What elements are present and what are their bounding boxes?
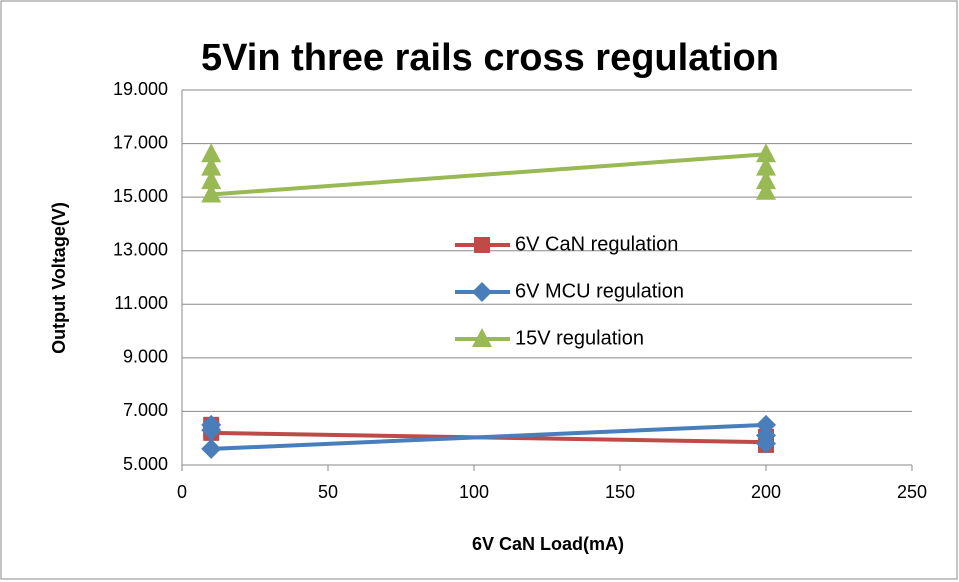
- legend-marker: [472, 282, 492, 302]
- y-tick-label: 19.000: [113, 79, 168, 99]
- x-tick-label: 100: [459, 482, 489, 502]
- data-point: [201, 183, 222, 203]
- y-tick-label: 9.000: [123, 347, 168, 367]
- data-point: [756, 143, 776, 163]
- data-point: [201, 420, 222, 441]
- y-tick-label: 5.000: [123, 454, 168, 474]
- legend-marker: [474, 237, 490, 253]
- x-tick-label: 50: [318, 482, 338, 502]
- data-point: [756, 156, 776, 176]
- x-tick-label: 150: [605, 482, 635, 502]
- y-axis-label: Output Voltage(V): [49, 202, 69, 354]
- y-tick-label: 17.000: [113, 132, 168, 152]
- y-tick-label: 7.000: [123, 400, 168, 420]
- x-tick-label: 0: [177, 482, 187, 502]
- data-point: [201, 438, 222, 459]
- data-point: [756, 433, 776, 454]
- data-point: [201, 156, 222, 176]
- x-tick-label: 200: [751, 482, 781, 502]
- y-tick-label: 11.000: [114, 293, 168, 313]
- data-point: [756, 170, 776, 190]
- x-axis-label: 6V CaN Load(mA): [472, 534, 624, 554]
- data-point: [756, 414, 776, 435]
- chart-title: 5Vin three rails cross regulation: [201, 37, 779, 79]
- y-tick-label: 15.000: [113, 186, 168, 206]
- legend-label: 6V CaN regulation: [515, 233, 678, 255]
- data-point: [756, 180, 776, 200]
- data-point: [201, 143, 222, 163]
- legend-marker: [472, 328, 492, 347]
- legend-label: 6V MCU regulation: [515, 280, 684, 302]
- x-tick-label: 250: [897, 482, 927, 502]
- y-tick-label: 13.000: [113, 239, 168, 259]
- data-point: [201, 170, 222, 190]
- legend-label: 15V regulation: [515, 327, 644, 349]
